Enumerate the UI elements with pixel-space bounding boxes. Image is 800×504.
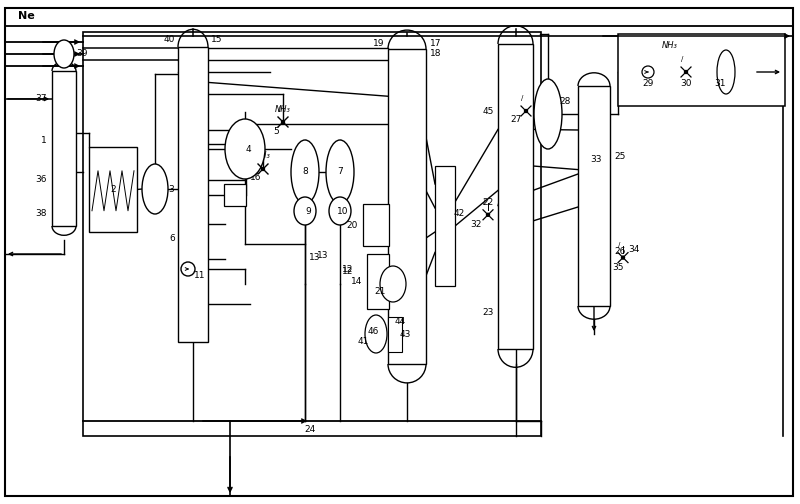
Ellipse shape — [622, 256, 625, 259]
Text: 7: 7 — [337, 167, 343, 176]
Text: 22: 22 — [482, 198, 494, 207]
Text: 28: 28 — [559, 97, 570, 106]
Bar — [89, 147, 137, 232]
Text: 41: 41 — [358, 338, 369, 347]
Bar — [388, 317, 402, 352]
Text: /: / — [483, 199, 485, 205]
Text: NH₃: NH₃ — [255, 152, 271, 160]
Text: 33: 33 — [590, 155, 602, 163]
Ellipse shape — [181, 262, 195, 276]
Text: 19: 19 — [373, 38, 384, 47]
Ellipse shape — [380, 266, 406, 302]
Text: 13: 13 — [318, 251, 329, 261]
Text: /: / — [278, 106, 280, 112]
Text: 45: 45 — [482, 107, 494, 115]
Ellipse shape — [54, 40, 74, 68]
Bar — [435, 166, 455, 286]
Text: 2: 2 — [110, 185, 116, 194]
Text: 32: 32 — [470, 220, 482, 229]
Ellipse shape — [717, 50, 735, 94]
Ellipse shape — [329, 197, 351, 225]
Text: 13: 13 — [310, 254, 321, 263]
Ellipse shape — [642, 66, 654, 78]
Bar — [578, 86, 610, 306]
Text: 26: 26 — [614, 246, 626, 256]
Bar — [367, 254, 389, 309]
Ellipse shape — [685, 71, 687, 74]
Text: 27: 27 — [510, 115, 522, 124]
Text: NH₃: NH₃ — [275, 104, 291, 113]
Text: 12: 12 — [342, 266, 354, 275]
Ellipse shape — [294, 197, 316, 225]
Text: 25: 25 — [614, 152, 626, 161]
Text: 18: 18 — [430, 49, 442, 58]
Bar — [618, 34, 785, 106]
Text: 46: 46 — [367, 328, 378, 337]
Text: 37: 37 — [35, 94, 47, 103]
Ellipse shape — [326, 140, 354, 204]
Text: 14: 14 — [350, 277, 362, 286]
Text: 36: 36 — [35, 175, 47, 184]
Text: 35: 35 — [612, 263, 624, 272]
Ellipse shape — [142, 164, 168, 214]
Text: 5: 5 — [273, 127, 279, 136]
Text: /: / — [681, 56, 683, 62]
Text: 24: 24 — [304, 424, 316, 433]
Text: Ne: Ne — [18, 11, 34, 21]
Text: 30: 30 — [680, 79, 692, 88]
Ellipse shape — [262, 167, 265, 170]
Ellipse shape — [534, 79, 562, 149]
Text: /: / — [618, 241, 620, 247]
Text: 44: 44 — [394, 318, 406, 327]
Text: 9: 9 — [305, 207, 311, 216]
Text: 40: 40 — [164, 34, 175, 43]
Bar — [52, 71, 76, 226]
Text: /: / — [258, 153, 260, 159]
Bar — [178, 47, 208, 342]
Text: 17: 17 — [430, 38, 442, 47]
Text: 3: 3 — [168, 184, 174, 194]
Bar — [224, 184, 246, 206]
Text: 11: 11 — [194, 272, 206, 281]
Text: 6: 6 — [170, 234, 175, 243]
Text: 12: 12 — [342, 267, 354, 276]
Text: /: / — [521, 95, 523, 101]
Text: 8: 8 — [302, 167, 308, 176]
Text: 23: 23 — [482, 308, 494, 317]
Text: 29: 29 — [642, 79, 654, 88]
Text: 20: 20 — [346, 221, 358, 229]
Bar — [388, 49, 426, 364]
Text: 39: 39 — [76, 49, 88, 58]
Ellipse shape — [486, 213, 490, 216]
Text: 21: 21 — [374, 287, 386, 296]
Ellipse shape — [525, 109, 527, 112]
Text: 38: 38 — [35, 210, 47, 219]
Ellipse shape — [282, 120, 285, 123]
Text: 43: 43 — [399, 330, 410, 339]
Text: 34: 34 — [628, 245, 640, 254]
Ellipse shape — [291, 140, 319, 204]
Ellipse shape — [365, 315, 387, 353]
Text: 4: 4 — [245, 145, 251, 154]
Ellipse shape — [225, 119, 265, 179]
Text: 16: 16 — [250, 173, 262, 182]
Text: 31: 31 — [714, 80, 726, 89]
Bar — [498, 44, 533, 349]
Text: 42: 42 — [454, 210, 465, 219]
Text: 10: 10 — [338, 207, 349, 216]
Text: 1: 1 — [42, 136, 47, 145]
Text: NH₃: NH₃ — [662, 41, 678, 50]
Bar — [363, 204, 389, 246]
Text: 15: 15 — [211, 34, 222, 43]
Bar — [83, 32, 541, 436]
